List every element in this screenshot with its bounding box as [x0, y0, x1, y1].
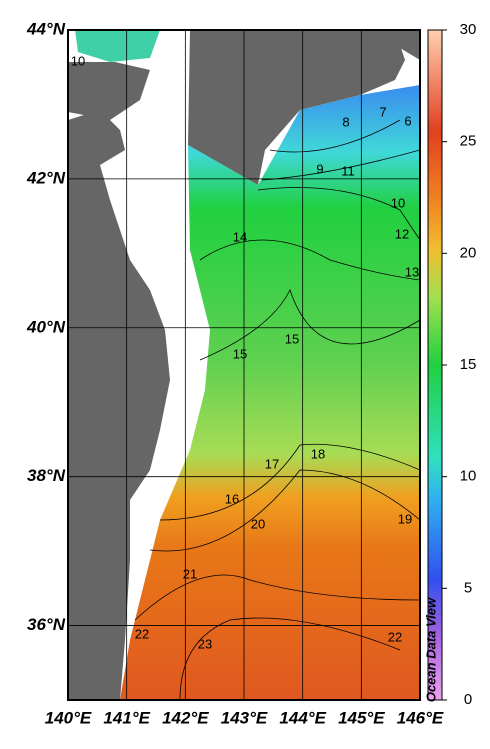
- contour-label: 17: [265, 456, 279, 471]
- colorbar-tick-label: 5: [464, 579, 472, 596]
- contour-label: 21: [183, 566, 197, 581]
- contour-label: 14: [233, 229, 247, 244]
- contour-label: 22: [388, 629, 402, 644]
- land: [68, 30, 420, 700]
- credit: Ocean Data View: [423, 597, 438, 702]
- x-tick-label: 140°E: [45, 708, 92, 727]
- colorbar-tick-label: 25: [460, 133, 477, 150]
- colorbar-tick-label: 20: [460, 244, 477, 261]
- contour-label: 13: [405, 264, 419, 279]
- y-tick-label: 44°N: [26, 19, 66, 38]
- x-tick-label: 143°E: [221, 708, 268, 727]
- x-tick-label: 145°E: [338, 708, 385, 727]
- contour-label: 7: [379, 104, 386, 119]
- sst-field: [120, 85, 420, 700]
- contour-label: 10: [391, 195, 405, 210]
- y-tick-label: 42°N: [26, 168, 66, 187]
- contour-label: 6: [404, 113, 411, 128]
- map-frame: [67, 29, 421, 701]
- colorbar-tick-label: 30: [460, 21, 477, 38]
- x-tick-label: 146°E: [397, 708, 444, 727]
- contour-label: 11: [341, 163, 355, 178]
- contour-label: 15: [285, 331, 299, 346]
- x-tick-label: 142°E: [162, 708, 209, 727]
- contour-label: 10: [71, 53, 85, 68]
- colorbar-tick-label: 0: [464, 691, 472, 708]
- sst-field: [75, 30, 160, 62]
- contour-label: 12: [395, 226, 409, 241]
- y-tick-label: 38°N: [27, 466, 66, 485]
- contour-label: 8: [342, 114, 349, 129]
- contour-label: 20: [251, 516, 265, 531]
- contour-label: 9: [316, 161, 323, 176]
- colorbar-tick-label: 10: [460, 468, 477, 485]
- x-tick-label: 144°E: [279, 708, 326, 727]
- contour-label: 18: [311, 446, 325, 461]
- y-tick-label: 36°N: [27, 615, 66, 634]
- contour-label: 22: [135, 626, 149, 641]
- contour-label: 19: [398, 511, 412, 526]
- y-tick-label: 40°N: [26, 317, 66, 336]
- colorbar-tick-label: 15: [460, 356, 477, 373]
- x-tick-label: 141°E: [103, 708, 150, 727]
- contour-label: 16: [225, 491, 239, 506]
- contour-label: 15: [233, 346, 247, 361]
- contour-label: 23: [198, 636, 212, 651]
